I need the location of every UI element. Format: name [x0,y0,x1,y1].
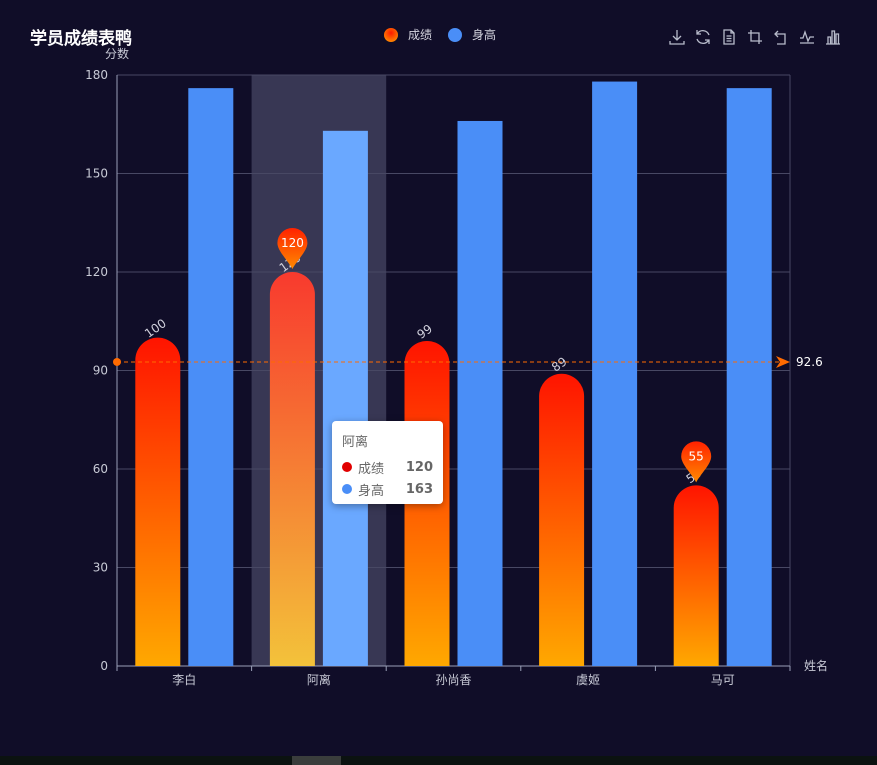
height-bar[interactable] [188,88,234,667]
bar-chart-icon[interactable] [824,28,842,46]
height-bar[interactable] [322,130,368,667]
legend: 成绩 身高 [384,26,512,43]
height-bar[interactable] [726,88,772,667]
x-tick-label: 孙尚香 [435,673,471,687]
tooltip-row-height: 身高 163 [342,478,433,500]
score-data-label: 99 [414,322,435,342]
score-bar[interactable] [135,337,181,666]
scrollbar-thumb[interactable] [292,756,341,765]
refresh-icon[interactable] [694,28,712,46]
height-bar[interactable] [592,81,638,667]
tooltip-score-value: 120 [405,459,433,475]
tooltip-height-value: 163 [405,481,433,497]
legend-height-dot [448,27,463,42]
mark-point-pin [277,228,308,269]
y-tick-label: 60 [93,462,108,476]
tooltip-title: 阿离 [342,435,369,450]
score-bar[interactable] [673,485,719,666]
y-tick-label: 180 [85,68,108,82]
tooltip-score-name: 成绩 [358,461,385,477]
x-tick-label: 李白 [172,672,196,687]
restore-icon[interactable] [772,28,790,46]
score-data-label: 100 [142,316,169,341]
tooltip: 阿离 成绩 120 身高 163 [332,421,443,504]
score-data-label: 89 [549,354,570,374]
y-tick-label: 90 [93,364,108,378]
legend-score-dot [384,27,398,42]
legend-item-score[interactable]: 成绩 [384,26,432,43]
line-chart-icon[interactable] [798,28,816,46]
mark-point-pin [681,441,712,483]
horizontal-scrollbar[interactable] [0,756,877,765]
x-tick-label: 虞姬 [576,673,600,687]
score-bar[interactable] [539,373,585,666]
legend-item-height[interactable]: 身高 [448,26,496,43]
y-tick-label: 0 [100,659,108,673]
score-bar[interactable] [269,272,315,666]
mark-point-label: 55 [689,449,704,463]
average-line-start [113,357,121,366]
average-line-label: 92.6 [796,355,823,369]
legend-score-label: 成绩 [408,28,433,42]
x-tick-label: 马可 [711,673,735,687]
average-line-arrow [776,355,790,368]
height-bar[interactable] [457,120,503,666]
data-view-icon[interactable] [720,28,738,46]
y-tick-label: 150 [85,167,108,181]
y-axis-title: 分数 [105,46,129,61]
y-tick-label: 120 [85,265,108,279]
download-icon[interactable] [668,28,686,46]
chart-title: 学员成绩表鸭 [30,29,132,49]
tooltip-row-score: 成绩 120 [342,456,433,478]
toolbox [668,28,842,46]
legend-height-label: 身高 [472,28,497,42]
tooltip-height-dot [342,484,352,494]
x-tick-label: 阿离 [307,672,331,687]
y-tick-label: 30 [93,561,108,575]
mark-point-label: 120 [281,236,304,250]
crop-icon[interactable] [746,28,764,46]
tooltip-score-dot [342,462,352,472]
tooltip-height-name: 身高 [358,483,385,499]
x-axis-title: 姓名 [804,658,828,673]
